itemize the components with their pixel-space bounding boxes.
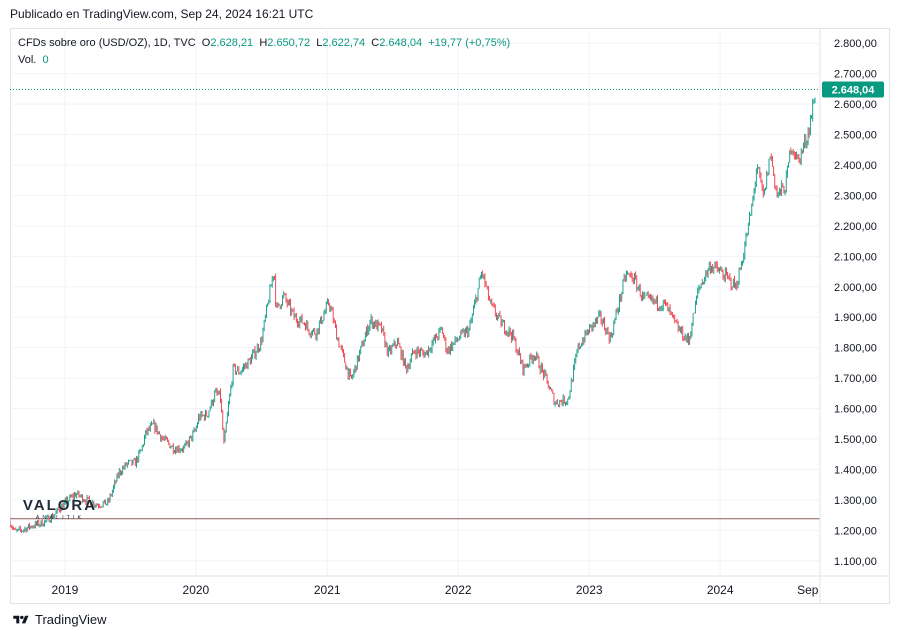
valora-watermark: VALORA ANALITIK: [20, 497, 100, 521]
legend-low-label: L: [316, 37, 323, 49]
x-tick-label: 2023: [576, 583, 603, 597]
legend-symbol: CFDs sobre oro (USD/OZ), 1D, TVC: [18, 37, 196, 49]
y-tick-label: 1.300,00: [834, 495, 877, 507]
legend-vol-value: 0: [42, 54, 49, 66]
y-tick-label: 2.800,00: [834, 38, 877, 50]
y-tick-label: 2.700,00: [834, 69, 877, 81]
legend-open-label: O: [201, 37, 211, 49]
legend-high: 2.650,72: [267, 37, 311, 49]
x-tick-label: 2019: [52, 583, 79, 597]
published-caption: Publicado en TradingView.com, Sep 24, 20…: [10, 7, 314, 21]
x-tick-label: 2020: [183, 583, 210, 597]
y-tick-label: 2.300,00: [834, 190, 877, 202]
legend-close-label: C: [371, 37, 380, 49]
y-tick-label: 2.100,00: [834, 251, 877, 263]
y-tick-label: 1.500,00: [834, 434, 877, 446]
tradingview-logo-icon: [13, 615, 29, 623]
legend-vol-label: Vol.: [18, 54, 37, 66]
x-tick-label: Sep: [797, 583, 819, 597]
last-price-badge: [822, 81, 884, 98]
x-tick-label: 2024: [707, 583, 734, 597]
x-tick-label: 2022: [445, 583, 472, 597]
last-price-label: 2.648,04: [832, 84, 876, 96]
y-tick-label: 2.600,00: [834, 99, 877, 111]
y-tick-label: 2.000,00: [834, 282, 877, 294]
legend-change: +19,77 (+0,75%): [428, 37, 511, 49]
y-tick-label: 1.800,00: [834, 343, 877, 355]
y-tick-label: 2.500,00: [834, 130, 877, 142]
chart-legend: CFDs sobre oro (USD/OZ), 1D, TVC O2.628,…: [18, 35, 510, 69]
y-tick-label: 2.400,00: [834, 160, 877, 172]
price-axis: 2.800,00 2.700,00 2.600,00 2.500,00 2.400,00…: [819, 28, 877, 604]
y-tick-label: 1.900,00: [834, 312, 877, 324]
legend-low: 2.622,74: [322, 37, 366, 49]
legend-volume-row: Vol. 0: [18, 52, 510, 69]
footer-brand-text: TradingView: [35, 612, 107, 627]
x-tick-label: 2021: [314, 583, 341, 597]
legend-close: 2.648,04: [379, 37, 423, 49]
chart-frame: [10, 28, 890, 604]
y-tick-label: 2.200,00: [834, 221, 877, 233]
legend-open: 2.628,21: [210, 37, 254, 49]
y-tick-label: 1.700,00: [834, 373, 877, 385]
y-tick-label: 1.600,00: [834, 404, 877, 416]
y-tick-label: 1.400,00: [834, 464, 877, 476]
last-price-line: 2.648,04: [10, 81, 884, 98]
legend-ohlc-row: CFDs sobre oro (USD/OZ), 1D, TVC O2.628,…: [18, 35, 510, 52]
grid: [10, 28, 820, 576]
footer-branding[interactable]: TradingView: [12, 612, 107, 627]
y-tick-label: 1.200,00: [834, 525, 877, 537]
y-tick-label: 1.100,00: [834, 556, 877, 568]
legend-high-label: H: [259, 37, 268, 49]
watermark-main: VALORA: [22, 497, 98, 514]
watermark-sub: ANALITIK: [35, 515, 85, 521]
price-chart[interactable]: 2.648,04 2.800,00 2.700,00 2.600,00 2.500,0…: [10, 28, 890, 604]
time-axis: 2019 2020 2021 2022 2023 2024 Sep: [10, 575, 890, 597]
candlestick-series: [10, 97, 816, 533]
